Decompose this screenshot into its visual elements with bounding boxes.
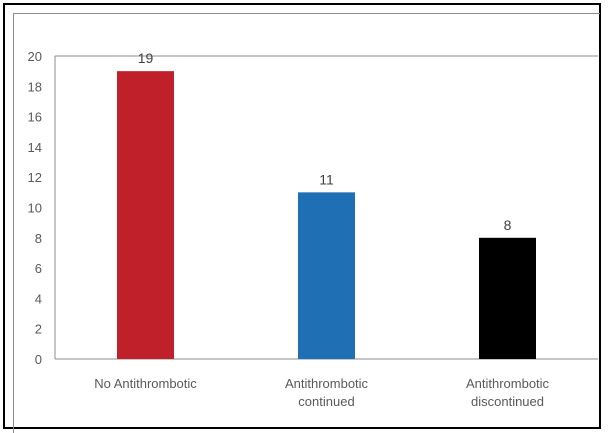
y-tick-label: 20 <box>28 49 42 64</box>
x-tick-label: Antithrombotic discontinued <box>466 376 550 409</box>
data-label: 19 <box>138 50 154 66</box>
y-tick-label: 14 <box>28 140 42 155</box>
chart-area-border <box>13 13 600 433</box>
y-tick-label: 8 <box>35 231 42 246</box>
y-tick-label: 12 <box>28 170 42 185</box>
y-tick-label: 10 <box>28 201 42 216</box>
data-label: 11 <box>319 171 334 187</box>
y-tick-label: 16 <box>28 110 42 125</box>
x-tick-label: No Antithrombotic <box>94 376 197 391</box>
y-tick-label: 2 <box>35 322 42 337</box>
y-tick-label: 18 <box>28 79 42 94</box>
y-tick-label: 0 <box>35 352 42 367</box>
bar <box>479 237 536 359</box>
bar <box>117 71 174 360</box>
y-tick-label: 4 <box>35 291 42 306</box>
bar <box>298 192 355 359</box>
x-tick-label: Antithrombotic continued <box>285 376 369 409</box>
y-tick-label: 6 <box>35 261 42 276</box>
data-label: 8 <box>504 217 512 233</box>
